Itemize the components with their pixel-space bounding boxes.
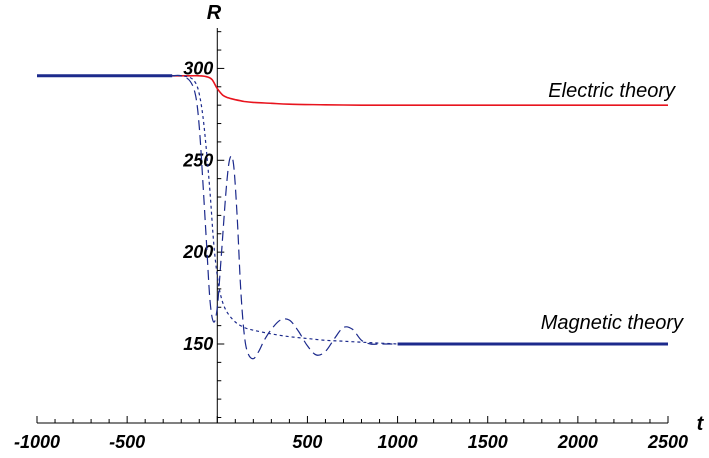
x-tick-label: 2000 [557, 432, 598, 452]
y-tick-label: 300 [183, 58, 213, 78]
series-group [37, 74, 668, 360]
x-tick-label: 1000 [378, 432, 418, 452]
axes [37, 28, 668, 424]
series-line-long-dash-3 [172, 74, 398, 360]
series-line-short-dash-2 [172, 75, 398, 345]
x-tick-label: -500 [109, 432, 145, 452]
y-axis-title: R [207, 2, 222, 24]
annotation-magnetic-theory: Magnetic theory [541, 312, 684, 334]
y-tick-label: 250 [182, 150, 213, 170]
x-tick-label: 500 [292, 432, 322, 452]
x-tick-label: -1000 [14, 432, 60, 452]
tick-labels: -1000 -500 500 1000 1500 2000 2500 150 200 250 300 [14, 58, 688, 452]
x-tick-label: 2500 [647, 432, 688, 452]
y-tick-label: 150 [183, 334, 213, 354]
y-tick-label: 200 [182, 242, 213, 262]
annotation-electric-theory: Electric theory [548, 80, 676, 102]
x-tick-label: 1500 [468, 432, 508, 452]
series-line-solid-0 [37, 74, 668, 107]
x-axis-title: t [697, 413, 705, 435]
